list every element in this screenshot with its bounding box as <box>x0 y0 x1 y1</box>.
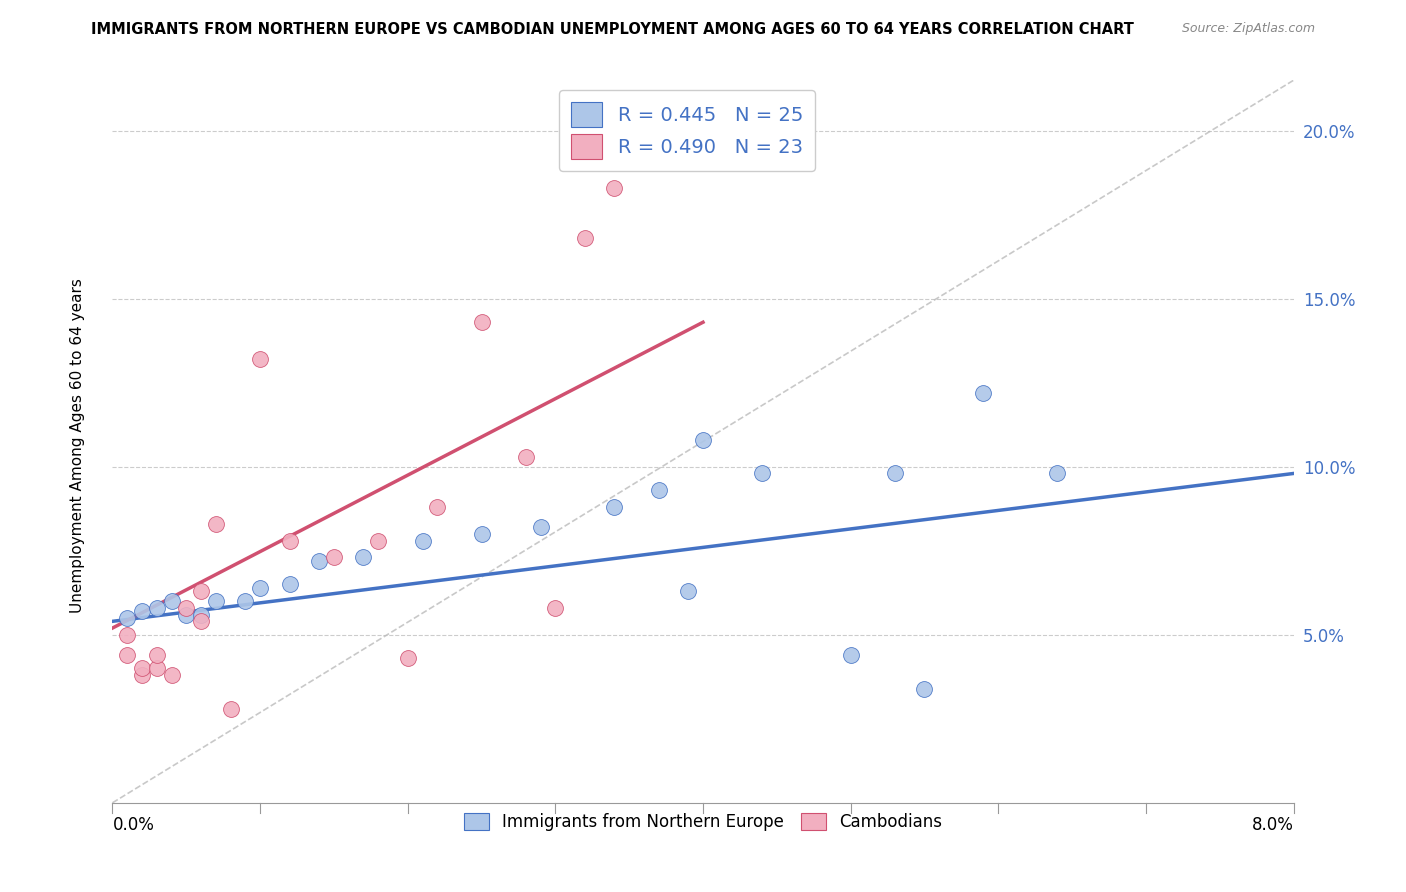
Point <box>278 533 301 548</box>
Point <box>603 500 626 514</box>
Point <box>412 533 434 548</box>
Point <box>367 533 389 548</box>
Text: Source: ZipAtlas.com: Source: ZipAtlas.com <box>1181 22 1315 36</box>
Point <box>647 483 671 498</box>
Text: 8.0%: 8.0% <box>1251 816 1294 834</box>
Point <box>515 450 537 464</box>
Point <box>174 600 197 615</box>
Point <box>396 651 419 665</box>
Point <box>574 231 596 245</box>
Point <box>205 516 228 531</box>
Point <box>219 702 242 716</box>
Point <box>131 604 153 618</box>
Point <box>190 584 212 599</box>
Point <box>160 668 183 682</box>
Text: IMMIGRANTS FROM NORTHERN EUROPE VS CAMBODIAN UNEMPLOYMENT AMONG AGES 60 TO 64 YE: IMMIGRANTS FROM NORTHERN EUROPE VS CAMBO… <box>91 22 1135 37</box>
Point <box>426 500 449 514</box>
Point <box>117 611 138 625</box>
Point <box>174 607 197 622</box>
Point <box>146 600 169 615</box>
Point <box>278 577 301 591</box>
Point <box>190 615 212 629</box>
Point <box>323 550 346 565</box>
Point <box>603 181 626 195</box>
Point <box>160 594 183 608</box>
Text: Unemployment Among Ages 60 to 64 years: Unemployment Among Ages 60 to 64 years <box>70 278 84 614</box>
Point <box>117 628 138 642</box>
Point <box>131 668 153 682</box>
Point <box>117 648 138 662</box>
Point <box>751 467 773 481</box>
Point <box>205 594 228 608</box>
Point <box>146 648 169 662</box>
Point <box>544 600 567 615</box>
Legend: Immigrants from Northern Europe, Cambodians: Immigrants from Northern Europe, Cambodi… <box>457 806 949 838</box>
Point <box>1046 467 1069 481</box>
Point <box>678 584 700 599</box>
Point <box>249 352 271 367</box>
Point <box>471 527 494 541</box>
Text: 0.0%: 0.0% <box>112 816 155 834</box>
Point <box>249 581 271 595</box>
Point <box>839 648 862 662</box>
Point <box>529 520 551 534</box>
Point <box>352 550 374 565</box>
Point <box>471 315 494 329</box>
Point <box>973 385 995 400</box>
Point <box>884 467 907 481</box>
Point <box>190 607 212 622</box>
Point <box>914 681 936 696</box>
Point <box>146 661 169 675</box>
Point <box>692 433 714 447</box>
Point <box>308 554 330 568</box>
Point <box>131 661 153 675</box>
Point <box>233 594 256 608</box>
